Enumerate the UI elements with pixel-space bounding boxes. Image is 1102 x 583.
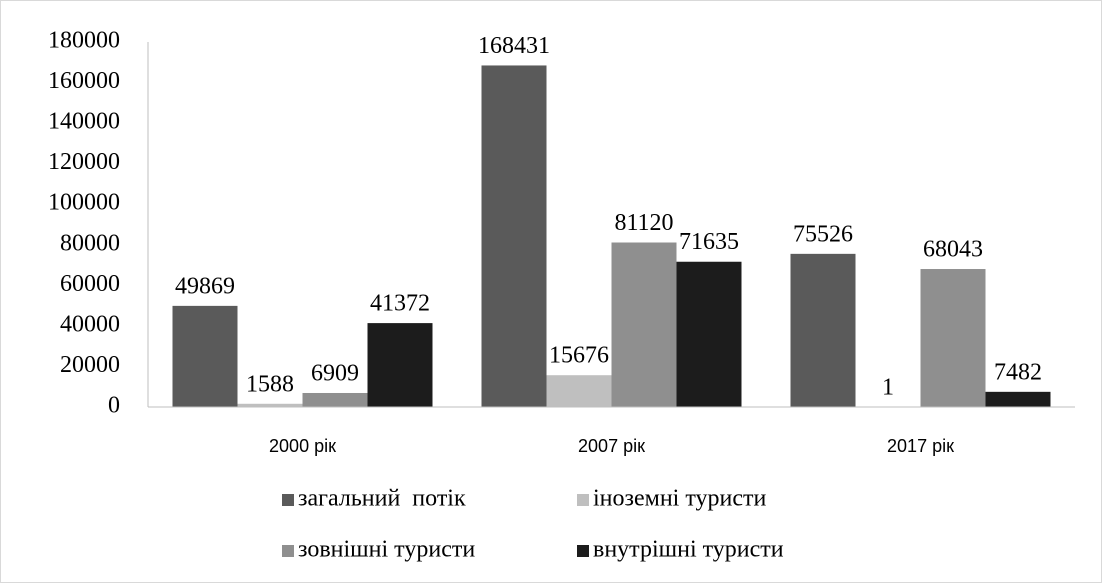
y-tick-label: 20000 — [60, 352, 120, 378]
y-tick-label: 0 — [108, 393, 120, 419]
y-tick-label: 80000 — [60, 230, 120, 256]
x-tick-label: 2017 рік — [887, 436, 954, 456]
bar — [546, 375, 612, 407]
legend-label: зовнішні туристи — [298, 537, 475, 563]
y-tick-label: 100000 — [48, 190, 120, 216]
y-tick-label: 160000 — [48, 68, 120, 94]
bar — [985, 391, 1051, 407]
y-tick-label: 40000 — [60, 311, 120, 337]
y-tick-label: 60000 — [60, 271, 120, 297]
legend-label: внутрішні туристи — [593, 537, 784, 563]
value-label: 1588 — [246, 371, 294, 397]
legend-label: загальний потік — [298, 486, 466, 512]
legend-swatch — [577, 494, 589, 506]
value-label: 1 — [882, 374, 894, 400]
y-tick-label: 180000 — [48, 28, 120, 54]
bar — [237, 403, 303, 407]
value-label: 7482 — [994, 359, 1042, 385]
bar — [172, 305, 238, 407]
bar — [676, 261, 742, 407]
value-label: 68043 — [923, 237, 983, 263]
x-tick-label: 2000 рік — [269, 436, 336, 456]
value-label: 41372 — [370, 291, 430, 317]
bar — [367, 323, 433, 407]
y-tick-label: 140000 — [48, 109, 120, 135]
value-label: 71635 — [679, 229, 739, 255]
x-tick-label: 2007 рік — [578, 436, 645, 456]
bar — [920, 269, 986, 407]
bar — [611, 242, 677, 407]
legend-swatch — [577, 545, 589, 557]
legend-label: іноземні туристи — [593, 486, 767, 512]
legend-swatch — [282, 545, 294, 557]
value-label: 15676 — [549, 343, 609, 369]
value-label: 75526 — [793, 221, 853, 247]
value-label: 168431 — [478, 33, 550, 59]
value-label: 6909 — [311, 360, 359, 386]
bar — [481, 65, 547, 408]
bar — [790, 253, 856, 407]
bar — [302, 392, 368, 407]
y-tick-label: 120000 — [48, 149, 120, 175]
value-label: 49869 — [175, 273, 235, 299]
value-label: 81120 — [614, 210, 673, 236]
legend-swatch — [282, 494, 294, 506]
